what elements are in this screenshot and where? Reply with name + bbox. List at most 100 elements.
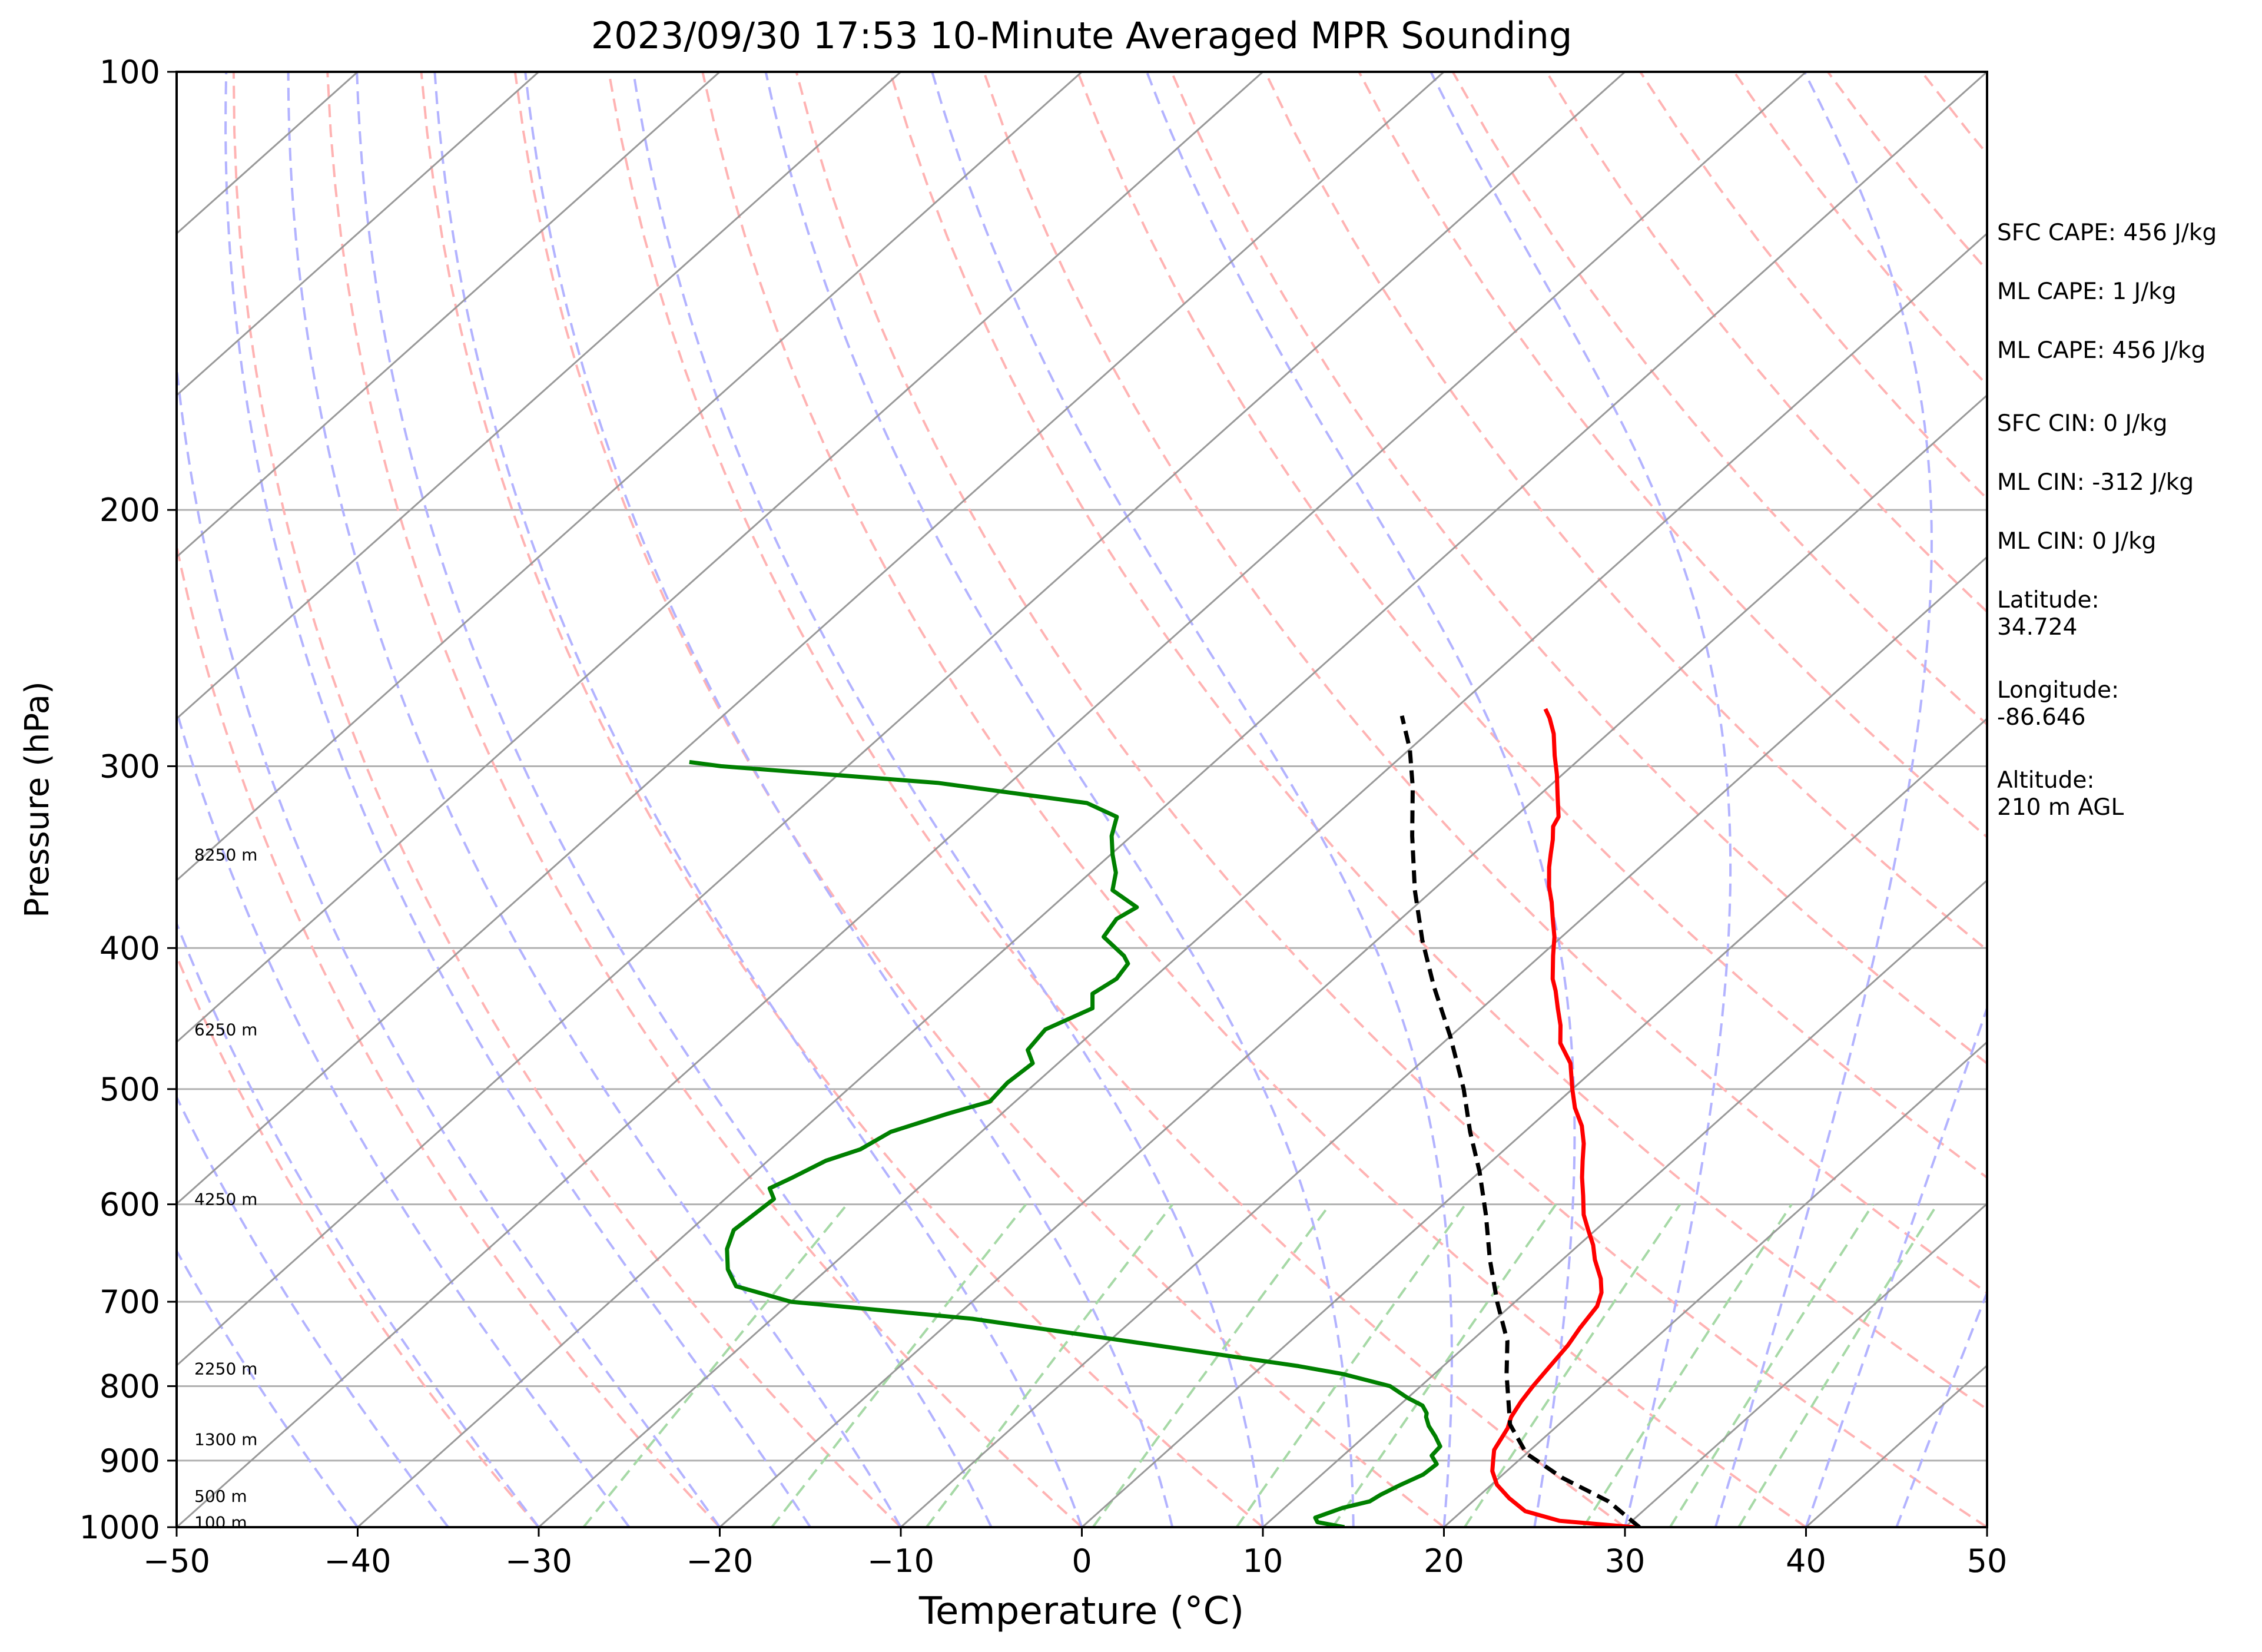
isotherm <box>1262 879 1987 1527</box>
moist-adiabat <box>224 72 811 1527</box>
y-tick-label: 700 <box>99 1283 160 1321</box>
mixing-ratio-line <box>1331 1203 1557 1527</box>
isotherm <box>177 72 1083 882</box>
temperature-line <box>1490 708 1634 1527</box>
dry-adiabat <box>1170 72 1987 1065</box>
isotherm <box>177 72 1445 1205</box>
dry-adiabat <box>983 72 1987 1295</box>
y-tick-label: 900 <box>99 1442 160 1479</box>
isotherm <box>177 72 1626 1367</box>
x-tick-label: −30 <box>505 1542 572 1580</box>
x-axis-label: Temperature (°C) <box>918 1590 1244 1633</box>
moist-adiabat <box>177 357 721 1527</box>
stat-annotation: ML CAPE: 456 J/kg <box>1997 337 2205 364</box>
dry-adiabat <box>1358 72 1987 839</box>
y-tick-label: 300 <box>99 748 160 785</box>
mixing-ratio-line <box>582 1203 848 1527</box>
x-tick-label: 20 <box>1424 1542 1464 1580</box>
dry-adiabat <box>420 72 1264 1527</box>
mixing-ratio-line <box>1737 1203 1939 1527</box>
background-lines <box>177 72 1987 1527</box>
moist-adiabat <box>931 72 1453 1527</box>
x-tick-label: 0 <box>1072 1542 1092 1580</box>
dry-adiabat <box>177 540 721 1527</box>
isotherm <box>719 394 1987 1527</box>
x-tick-label: −20 <box>686 1542 754 1580</box>
y-tick-label: 200 <box>99 492 160 529</box>
isotherm <box>177 72 721 559</box>
x-tick-label: 10 <box>1243 1542 1283 1580</box>
moist-adiabat <box>177 920 540 1527</box>
dry-adiabat <box>326 72 1083 1527</box>
isotherm <box>1081 717 1987 1527</box>
moist-adiabat <box>764 72 1355 1527</box>
isotherm <box>177 72 539 397</box>
isotherm <box>177 72 901 720</box>
isotherm <box>1443 1040 1987 1527</box>
moist-adiabat <box>1714 72 1933 1527</box>
x-tick-label: −10 <box>867 1542 934 1580</box>
mixing-ratio-line <box>771 1203 1027 1527</box>
height-label: 500 m <box>194 1487 247 1506</box>
moist-adiabat <box>1895 1289 1987 1527</box>
dry-adiabat <box>1451 72 1987 727</box>
y-tick-label: 800 <box>99 1368 160 1405</box>
parcel-path-line <box>1399 715 1641 1527</box>
height-label: 100 m <box>194 1512 247 1532</box>
mixing-ratio-line <box>1582 1203 1793 1527</box>
moist-adiabat <box>356 72 993 1527</box>
stat-annotation: ML CIN: -312 J/kg <box>1997 469 2194 496</box>
isotherm <box>177 72 1807 1527</box>
dry-adiabat <box>701 72 1807 1527</box>
dry-adiabat <box>795 72 1987 1527</box>
dry-adiabat <box>1076 72 1987 1179</box>
moist-adiabat <box>287 72 902 1527</box>
stat-annotation: Latitude: 34.724 <box>1997 587 2100 641</box>
moist-adiabat <box>177 1248 359 1527</box>
mixing-ratio-line <box>926 1203 1174 1527</box>
moist-adiabat <box>524 72 1174 1527</box>
stat-annotation: Altitude: 210 m AGL <box>1997 767 2124 821</box>
moist-adiabat <box>433 72 1083 1527</box>
x-tick-label: 40 <box>1786 1542 1826 1580</box>
y-axis-label: Pressure (hPa) <box>18 681 57 918</box>
isotherm <box>177 72 1263 1044</box>
x-tick-label: −50 <box>143 1542 210 1580</box>
y-tick-label: 100 <box>99 54 160 91</box>
y-tick-label: 500 <box>99 1071 160 1108</box>
sounding-traces <box>689 708 1641 1527</box>
x-axis-ticks: −50 −40 −30 −20 −10 0 10 20 30 40 50 <box>143 1527 2007 1580</box>
y-tick-label: 600 <box>99 1186 160 1223</box>
height-label: 2250 m <box>194 1359 257 1379</box>
stat-annotation: ML CAPE: 1 J/kg <box>1997 278 2177 305</box>
height-label: 4250 m <box>194 1190 257 1209</box>
height-label: 8250 m <box>194 845 257 864</box>
stats-panel: SFC CAPE: 456 J/kg ML CAPE: 1 J/kg ML CAPE… <box>1997 220 2217 821</box>
moist-adiabat <box>177 706 631 1527</box>
y-tick-label: 1000 <box>79 1509 160 1546</box>
mixing-ratio-line <box>1235 1203 1467 1527</box>
y-tick-label: 400 <box>99 930 160 967</box>
stat-annotation: ML CIN: 0 J/kg <box>1997 528 2156 555</box>
isotherm <box>900 555 1987 1527</box>
y-axis-ticks: 100 200 300 400 500 600 700 800 900 1000 <box>79 54 177 1546</box>
stat-annotation: SFC CAPE: 456 J/kg <box>1997 220 2217 246</box>
height-labels: 8250 m 6250 m 4250 m 2250 m 1300 m 500 m 100 m <box>194 845 257 1532</box>
dry-adiabat <box>513 72 1445 1527</box>
dewpoint-line <box>689 759 1442 1527</box>
chart-title: 2023/09/30 17:53 10-Minute Averaged MPR … <box>591 14 1573 57</box>
dry-adiabat <box>888 72 1987 1411</box>
x-tick-label: 50 <box>1967 1542 2008 1580</box>
isotherm <box>357 72 1987 1527</box>
stat-annotation: SFC CIN: 0 J/kg <box>1997 410 2167 437</box>
x-tick-label: 30 <box>1605 1542 1646 1580</box>
moist-adiabat <box>632 72 1264 1527</box>
moist-adiabat <box>1805 1004 1987 1527</box>
moist-adiabat <box>1145 72 1576 1527</box>
x-tick-label: −40 <box>324 1542 392 1580</box>
stat-annotation: Longitude: -86.646 <box>1997 677 2119 731</box>
height-label: 6250 m <box>194 1020 257 1040</box>
dry-adiabat <box>608 72 1626 1527</box>
